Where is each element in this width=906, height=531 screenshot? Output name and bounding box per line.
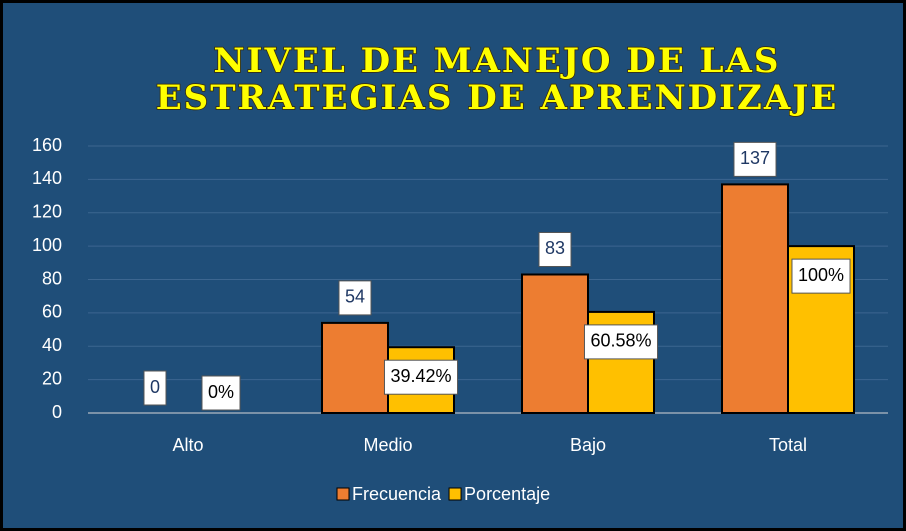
y-tick-label: 60 (42, 302, 62, 322)
y-tick-label: 160 (32, 135, 62, 155)
x-tick-label: Bajo (570, 435, 606, 455)
data-label: 137 (740, 148, 770, 168)
data-label-box (538, 231, 572, 267)
bar (721, 183, 789, 414)
data-label-box (733, 141, 777, 177)
legend-swatch (336, 487, 350, 501)
bar (321, 321, 389, 415)
y-tick-label: 0 (52, 402, 62, 422)
y-tick-label: 40 (42, 335, 62, 355)
legend-label: Porcentaje (464, 484, 550, 504)
y-tick-label: 120 (32, 202, 62, 222)
data-label: 100% (798, 265, 844, 285)
bar (521, 273, 589, 414)
x-tick-label: Alto (172, 435, 203, 455)
legend-swatch (448, 487, 462, 501)
data-label-box (383, 359, 459, 395)
x-tick-label: Total (769, 435, 807, 455)
y-tick-label: 100 (32, 235, 62, 255)
data-label-box (583, 324, 659, 360)
data-label-box (338, 280, 372, 316)
y-tick-label: 20 (42, 368, 62, 388)
data-label-box (143, 370, 167, 406)
data-label: 0% (208, 382, 234, 402)
x-tick-label: Medio (363, 435, 412, 455)
y-tick-label: 140 (32, 168, 62, 188)
data-label: 54 (345, 287, 365, 307)
data-label: 0 (150, 377, 160, 397)
legend-label: Frecuencia (352, 484, 442, 504)
chart-title: ESTRATEGIAS DE APRENDIZAJE (156, 78, 839, 118)
data-label: 39.42% (390, 366, 451, 386)
data-label-box (201, 375, 241, 411)
data-label-box (791, 258, 851, 294)
y-tick-label: 80 (42, 268, 62, 288)
data-label: 83 (545, 238, 565, 258)
chart-title: NIVEL DE MANEJO DE LAS (214, 41, 781, 81)
data-label: 60.58% (590, 331, 651, 351)
